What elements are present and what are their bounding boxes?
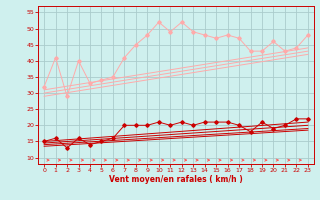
X-axis label: Vent moyen/en rafales ( km/h ): Vent moyen/en rafales ( km/h ) xyxy=(109,175,243,184)
